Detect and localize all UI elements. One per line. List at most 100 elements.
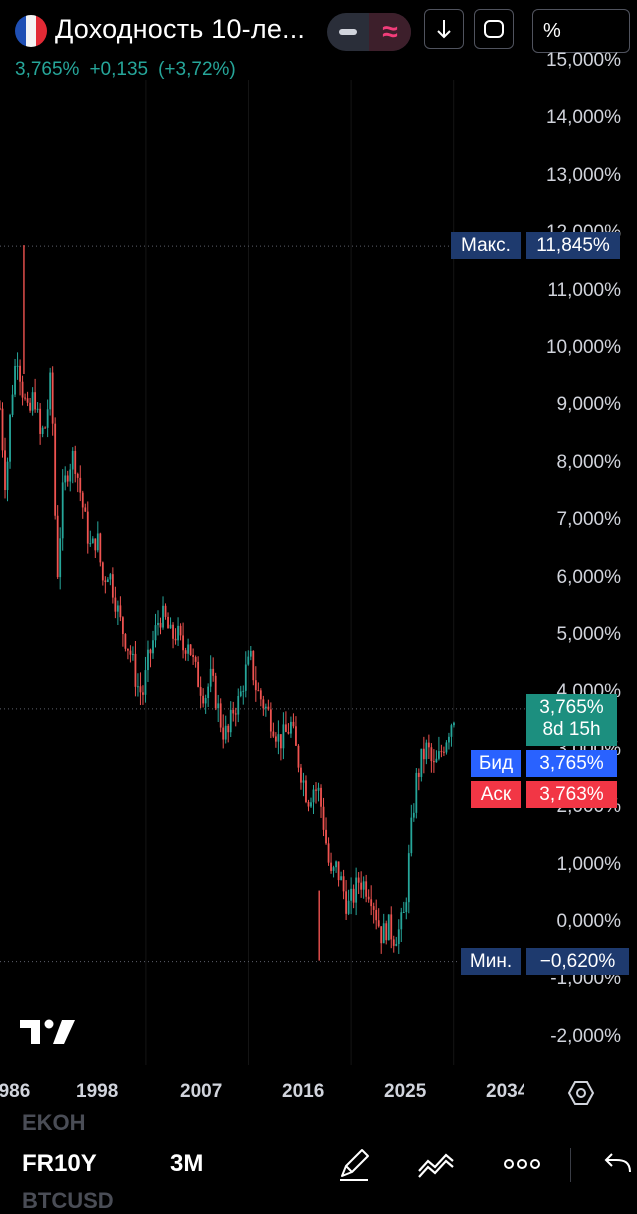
tradingview-logo — [20, 1018, 76, 1051]
candle-body — [66, 475, 69, 482]
candle-body — [179, 625, 182, 636]
candle-body — [305, 780, 307, 802]
candle-body — [417, 772, 420, 777]
indicators-icon — [418, 1153, 454, 1178]
candle-body — [407, 853, 410, 903]
chart-header: Доходность 10-ле... ≈ % 3,765% +0,135 (+3,… — [0, 0, 637, 88]
candle-body — [279, 734, 282, 749]
candle-body — [41, 427, 44, 434]
candle-body — [219, 703, 222, 728]
candle-body — [187, 644, 189, 654]
candle-body — [56, 515, 59, 578]
candle-body — [114, 597, 117, 612]
candle-body — [310, 802, 312, 807]
more-button[interactable] — [500, 1142, 544, 1186]
y-tick-label: 9,000% — [556, 394, 621, 416]
candle-body — [332, 867, 335, 871]
scale-select[interactable]: % — [532, 9, 630, 53]
candle-body — [377, 920, 380, 927]
candle-body — [159, 622, 162, 628]
y-tick-label: 8,000% — [556, 451, 621, 473]
candle-body — [395, 944, 398, 946]
candle-body — [287, 731, 290, 734]
candle-body — [36, 408, 39, 410]
candle-body — [222, 727, 225, 740]
candle-body — [264, 706, 267, 709]
candle-body — [147, 649, 149, 671]
candle-body — [357, 877, 360, 883]
candle-body — [340, 876, 342, 881]
candle-body — [111, 574, 114, 598]
candle-body — [337, 861, 340, 881]
candle-body — [450, 725, 453, 737]
candle-body — [234, 713, 237, 715]
france-flag-icon — [15, 15, 47, 47]
candle-body — [285, 724, 287, 732]
candle-body — [21, 381, 24, 398]
download-button[interactable] — [424, 9, 464, 49]
candle-body — [267, 706, 270, 710]
candle-body — [412, 812, 415, 818]
bid-tag-value: 3,765% — [526, 750, 617, 777]
candle-body — [16, 365, 19, 367]
back-arrow-icon — [604, 1153, 631, 1173]
bid-tag-label: Бид — [471, 750, 521, 777]
candle-body — [61, 482, 64, 539]
candle-body — [9, 414, 11, 462]
candle-body — [134, 653, 137, 687]
symbol-title[interactable]: Доходность 10-ле... — [55, 14, 306, 44]
candle-body — [157, 622, 159, 626]
fullscreen-button[interactable] — [474, 9, 514, 49]
candle-body — [172, 624, 174, 639]
y-tick-label: 0,000% — [556, 911, 621, 932]
candle-body — [101, 562, 104, 581]
candle-body — [116, 605, 119, 612]
candle-body — [84, 507, 87, 512]
candle-body — [365, 881, 368, 897]
candle-body — [345, 891, 348, 914]
candle-body — [182, 635, 184, 651]
back-button[interactable] — [596, 1142, 637, 1186]
candle-body — [249, 650, 252, 657]
draw-button[interactable] — [332, 1142, 376, 1186]
indicator-toggle[interactable]: ≈ — [327, 13, 411, 51]
candle-body — [232, 709, 235, 714]
candle-body — [300, 767, 302, 783]
candle-body — [290, 721, 292, 734]
candle-body — [257, 690, 260, 692]
interval-button[interactable]: 3M — [170, 1150, 204, 1177]
candle-body — [402, 911, 405, 913]
candle-body — [282, 724, 285, 749]
toolbar-separator — [570, 1148, 571, 1182]
candle-body — [335, 861, 337, 868]
y-tick-label: 11,000% — [547, 279, 621, 301]
candle-body — [124, 634, 127, 649]
candle-body — [320, 787, 322, 807]
indicators-button[interactable] — [414, 1142, 458, 1186]
last-price-tag: 3,765% 8d 15h — [526, 694, 617, 746]
quote-line: 3,765% +0,135 (+3,72%) — [15, 59, 246, 81]
approx-icon[interactable]: ≈ — [369, 13, 411, 51]
price-change: +0,135 — [89, 59, 149, 80]
symbol-button[interactable]: FR10Y — [22, 1150, 97, 1177]
candle-body — [400, 912, 403, 930]
candle-body — [96, 533, 99, 551]
candle-body — [129, 650, 132, 655]
min-tag-label: Мин. — [461, 948, 521, 975]
next-symbol-ghost: BTCUSD — [22, 1188, 114, 1213]
candle-body — [119, 605, 122, 618]
minus-icon[interactable] — [327, 13, 369, 51]
candle-body — [0, 408, 1, 410]
candle-body — [327, 843, 330, 863]
x-label-2016: 2016 — [282, 1081, 325, 1102]
settings-hex-icon[interactable] — [566, 1078, 596, 1108]
candle-body — [392, 939, 395, 946]
candle-body — [132, 653, 134, 655]
candle-body — [152, 640, 154, 654]
arrow-down-icon — [437, 20, 451, 39]
candle-body — [162, 605, 164, 628]
x-label-1986: 1986 — [0, 1081, 31, 1102]
candle-body — [209, 668, 212, 687]
candle-body — [99, 533, 102, 563]
